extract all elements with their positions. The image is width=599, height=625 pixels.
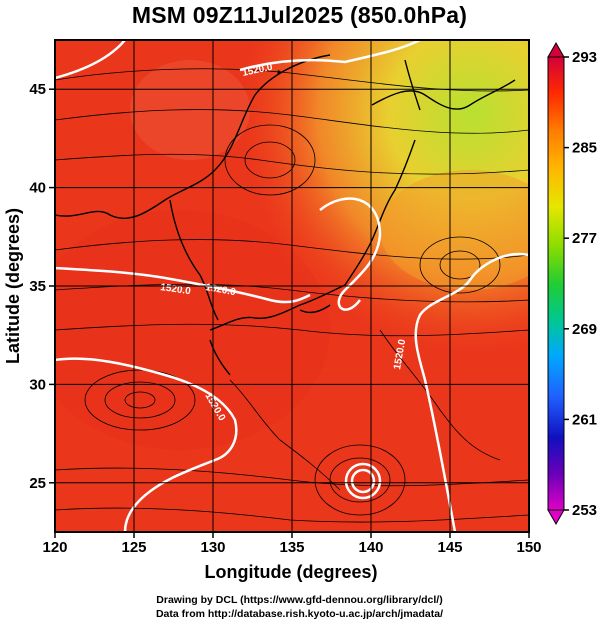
colorbar-tick-label: 269 bbox=[572, 321, 597, 338]
credit-data: Data from http://database.rish.kyoto-u.a… bbox=[155, 608, 444, 620]
x-tick-label: 140 bbox=[358, 539, 383, 556]
x-tick-label: 125 bbox=[121, 539, 146, 556]
x-tick-label: 130 bbox=[200, 539, 225, 556]
y-axis: 25 30 35 40 45 bbox=[29, 81, 55, 492]
plot-title: MSM 09Z11Jul2025 (850.0hPa) bbox=[131, 2, 468, 28]
streamlines bbox=[55, 68, 529, 523]
y-tick-label: 30 bbox=[29, 376, 46, 393]
y-tick-label: 35 bbox=[29, 278, 46, 295]
colorbar-tick-label: 285 bbox=[572, 140, 597, 157]
x-tick-label: 150 bbox=[516, 539, 541, 556]
gridlines bbox=[55, 40, 529, 532]
contour-label: 1520.0 bbox=[392, 338, 408, 370]
x-tick-label: 145 bbox=[437, 539, 462, 556]
colorbar-gradient bbox=[547, 56, 565, 511]
colorbar: 293 285 277 269 261 253 bbox=[547, 41, 597, 526]
colorbar-tick-label: 293 bbox=[572, 49, 597, 66]
colorbar-tick-label: 261 bbox=[572, 411, 597, 428]
colorbar-tick-label: 253 bbox=[572, 502, 597, 519]
x-axis: 120 125 130 135 140 145 150 bbox=[42, 532, 542, 556]
y-axis-label: Latitude (degrees) bbox=[3, 208, 23, 364]
coastlines bbox=[55, 54, 516, 376]
x-axis-label: Longitude (degrees) bbox=[204, 562, 377, 582]
y-tick-label: 45 bbox=[29, 81, 46, 98]
x-tick-label: 120 bbox=[42, 539, 67, 556]
x-tick-label: 135 bbox=[279, 539, 304, 556]
colorbar-tick-label: 277 bbox=[572, 230, 597, 247]
colorbar-min-arrow bbox=[547, 509, 565, 526]
credit-drawing: Drawing by DCL (https://www.gfd-dennou.o… bbox=[156, 594, 443, 606]
y-tick-label: 40 bbox=[29, 180, 46, 197]
y-tick-label: 25 bbox=[29, 475, 46, 492]
colorbar-max-arrow bbox=[547, 41, 565, 58]
